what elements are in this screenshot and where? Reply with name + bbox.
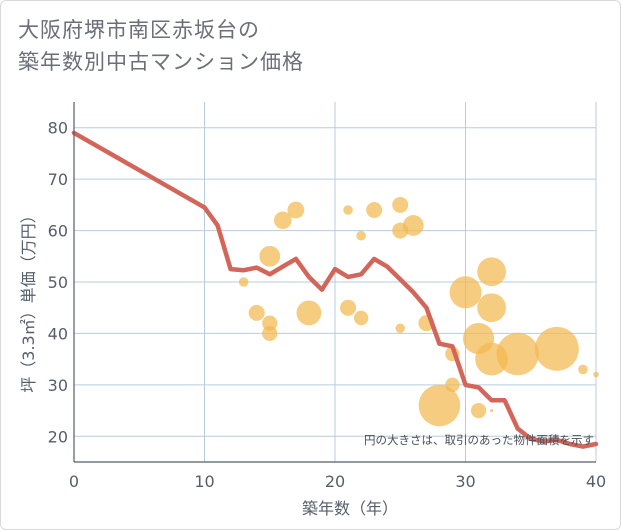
bubble-point — [490, 408, 494, 413]
y-tick-label: 80 — [48, 119, 68, 138]
bubble-point — [402, 215, 424, 236]
axes — [73, 102, 596, 463]
y-tick-label: 20 — [48, 427, 68, 446]
bubble-point — [340, 299, 357, 316]
bubble-point — [356, 230, 366, 241]
bubble-point — [449, 276, 482, 309]
chart-title: 大阪府堺市南区赤坂台の 築年数別中古マンション価格 — [18, 14, 304, 78]
y-tick-label: 30 — [48, 376, 68, 395]
y-tick-label: 70 — [48, 170, 68, 189]
bubble-point — [248, 304, 265, 321]
average-line-series — [71, 130, 599, 449]
bubble-point — [296, 300, 322, 326]
y-axis-label: 坪（3.3㎡）単価（万円） — [19, 207, 38, 392]
bubble-point — [418, 384, 461, 427]
bubble-point — [259, 245, 281, 267]
tick-labels: 0 10 20 30 40 20 30 40 50 60 70 80 — [48, 119, 607, 491]
y-tick-label: 40 — [48, 324, 68, 343]
bubble-series — [238, 196, 599, 427]
bubble-point — [238, 277, 249, 287]
bubble-point — [274, 211, 292, 230]
bubble-point — [578, 364, 588, 375]
bubble-point — [392, 196, 409, 213]
bubble-point — [343, 205, 353, 215]
bubble-point — [470, 402, 487, 419]
x-tick-label: 20 — [325, 472, 345, 491]
bubble-point — [496, 332, 539, 376]
bubble-point — [262, 325, 278, 342]
bubble-point — [395, 323, 406, 334]
x-tick-label: 40 — [586, 472, 606, 491]
bubble-point — [593, 371, 599, 378]
bubble-point — [353, 310, 369, 326]
bubble-point — [534, 326, 579, 371]
x-axis-label: 築年数（年） — [302, 499, 398, 518]
x-tick-label: 30 — [455, 472, 475, 491]
size-annotation: 円の大きさは、取引のあった物件面積を示す — [364, 433, 594, 447]
x-tick-label: 10 — [194, 472, 214, 491]
x-tick-label: 0 — [69, 472, 79, 491]
bubble-point — [477, 257, 506, 287]
grid — [74, 102, 597, 462]
bubble-point — [366, 202, 383, 218]
chart-title-line-1: 大阪府堺市南区赤坂台の — [18, 18, 260, 42]
average-price-line — [71, 130, 599, 449]
chart-title-line-2: 築年数別中古マンション価格 — [18, 50, 304, 74]
bubble-point — [445, 377, 460, 393]
y-tick-label: 60 — [48, 222, 68, 241]
bubble-point — [287, 201, 305, 219]
bubble-point — [477, 293, 506, 323]
y-tick-label: 50 — [48, 273, 68, 292]
